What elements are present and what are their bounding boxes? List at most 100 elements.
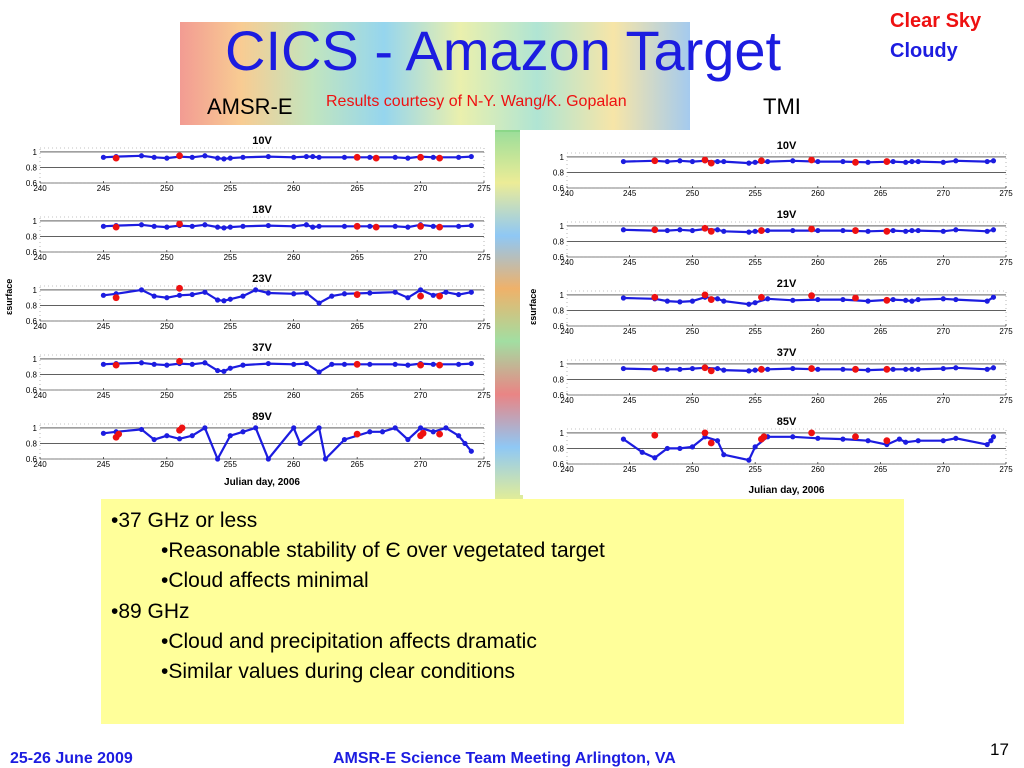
clear-sky-point	[436, 154, 443, 162]
cloudy-point	[189, 433, 195, 439]
subplot-frame	[39, 423, 485, 460]
cloudy-point	[664, 298, 670, 304]
clear-sky-point	[760, 433, 768, 441]
x-tick-label: 245	[623, 258, 637, 267]
cloudy-point	[815, 227, 821, 234]
tmi-chart: 10V 0.6 0.8 1 240 245 250 255 260 265 270 275 19V 0.6…	[528, 140, 1013, 496]
cloudy-point	[990, 227, 997, 233]
clear-sky-point	[112, 361, 120, 369]
subplot-title: 89V	[252, 411, 272, 423]
cloudy-point	[100, 223, 107, 229]
clear-sky-point	[176, 284, 183, 292]
cloudy-point	[341, 154, 348, 160]
cloudy-point	[430, 429, 436, 435]
plot-area	[100, 284, 474, 306]
plot-area	[620, 291, 997, 307]
subplot-10v: 10V 0.6 0.8 1 240 245 250 255 260 265 270 275	[553, 140, 1013, 198]
cloudy-point	[790, 365, 796, 372]
y-tick-label: 0.8	[26, 232, 38, 241]
plot-area	[100, 357, 474, 375]
x-tick-label: 265	[874, 327, 888, 336]
y-tick-label: 1	[560, 429, 565, 438]
cloudy-point	[984, 228, 990, 234]
x-tick-label: 250	[160, 391, 174, 400]
cloudy-point	[721, 298, 727, 304]
cloudy-point	[765, 158, 771, 165]
subplot-frame	[566, 290, 1007, 327]
bullet-item: •37 GHz or less	[111, 509, 258, 532]
cloudy-point	[840, 227, 846, 234]
y-tick-label: 0.8	[26, 163, 38, 172]
x-tick-label: 270	[937, 465, 951, 474]
cloudy-point	[202, 360, 208, 366]
cloudy-point	[664, 445, 670, 452]
cloudy-point	[392, 425, 398, 431]
y-tick-label: 0.8	[553, 375, 565, 384]
cloudy-point	[215, 456, 221, 462]
cloudy-point	[984, 158, 990, 165]
x-tick-label: 265	[350, 322, 364, 331]
cloudy-point	[138, 153, 145, 159]
y-tick-label: 0.8	[553, 444, 565, 453]
clear-sky-point	[417, 361, 424, 369]
clear-sky-point	[701, 291, 709, 299]
x-tick-label: 265	[874, 258, 888, 267]
subplot-89v: 89V 0.6 0.8 1 240 245 250 255 260 265 270 275	[26, 411, 491, 469]
x-tick-label: 255	[224, 184, 238, 193]
subplot-title: 10V	[777, 140, 797, 152]
clear-sky-point	[701, 156, 709, 164]
cloudy-point	[291, 223, 297, 229]
cloudy-point	[265, 456, 271, 462]
x-tick-label: 260	[811, 465, 825, 474]
clear-sky-point	[852, 294, 859, 302]
cloudy-point	[903, 366, 909, 372]
x-tick-label: 265	[350, 253, 364, 262]
clear-sky-point	[808, 429, 815, 437]
cloudy-point	[664, 366, 670, 372]
clear-sky-point	[808, 156, 815, 164]
cloudy-point	[620, 436, 627, 442]
x-tick-label: 270	[937, 396, 951, 405]
cloudy-point	[620, 158, 627, 165]
cloudy-point	[746, 160, 752, 166]
cloudy-point	[392, 361, 398, 367]
cloudy-point	[189, 154, 195, 160]
cloudy-point	[620, 227, 627, 233]
background-map-strip	[495, 130, 523, 500]
y-tick-label: 0.8	[26, 370, 38, 379]
cloudy-point	[189, 291, 195, 298]
x-tick-label: 260	[287, 460, 301, 469]
x-axis-label: Julian day, 2006	[224, 477, 300, 488]
cloudy-series-line	[103, 154, 472, 161]
subplot-title: 85V	[777, 416, 797, 428]
cloudy-point	[896, 436, 902, 442]
x-tick-label: 260	[287, 184, 301, 193]
x-tick-label: 275	[477, 184, 491, 193]
cloudy-point	[138, 426, 145, 433]
x-tick-label: 260	[811, 258, 825, 267]
cloudy-point	[151, 223, 157, 229]
cloudy-point	[984, 298, 990, 304]
cloudy-series-line	[103, 361, 472, 374]
clear-sky-point	[701, 224, 709, 232]
clear-sky-point	[436, 292, 443, 300]
x-tick-label: 240	[560, 396, 574, 405]
cloudy-point	[752, 228, 758, 234]
y-tick-label: 0.8	[26, 301, 38, 310]
clear-sky-point	[808, 292, 815, 300]
subplot-frame	[566, 221, 1007, 258]
cloudy-point	[620, 295, 627, 301]
background-map-image	[180, 22, 690, 132]
x-tick-label: 270	[414, 391, 428, 400]
y-tick-label: 0.6	[553, 253, 565, 262]
courtesy-note: Results courtesy of N-Y. Wang/K. Gopalan	[326, 93, 627, 110]
cloudy-point	[240, 154, 246, 160]
x-tick-label: 275	[999, 465, 1013, 474]
cloudy-point	[164, 295, 170, 301]
x-tick-label: 255	[748, 258, 762, 267]
clear-sky-point	[353, 291, 361, 298]
x-tick-label: 255	[224, 391, 238, 400]
x-tick-label: 275	[477, 391, 491, 400]
cloudy-point	[677, 366, 683, 372]
x-tick-label: 265	[874, 189, 888, 198]
